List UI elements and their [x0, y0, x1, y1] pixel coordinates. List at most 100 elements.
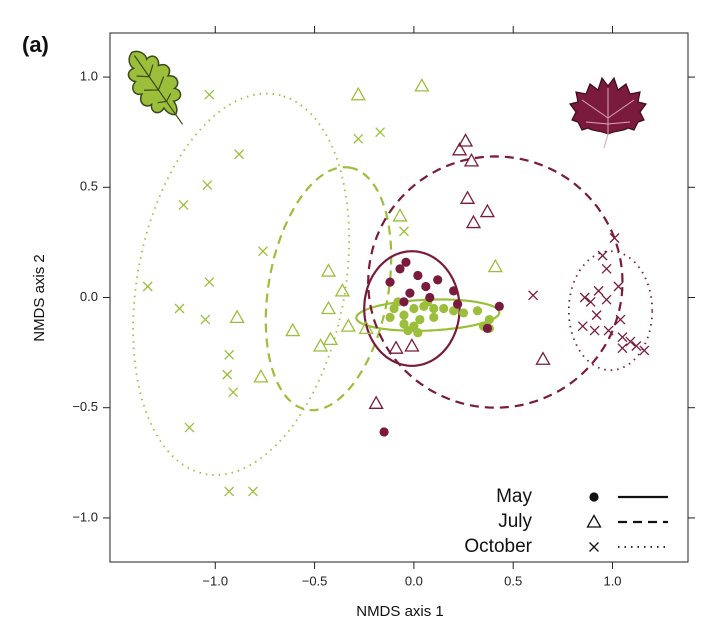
point [625, 336, 636, 347]
point [395, 264, 405, 274]
y-tick-label: 1.0 [80, 69, 98, 84]
point [375, 127, 386, 138]
point [601, 263, 612, 274]
point [613, 281, 624, 292]
y-axis-label: NMDS axis 2 [31, 254, 48, 342]
point [479, 203, 496, 218]
point [404, 338, 420, 352]
point [463, 153, 480, 167]
point [425, 292, 435, 303]
point [368, 395, 384, 409]
point [459, 190, 476, 204]
point [403, 325, 413, 336]
legend-label: July [498, 511, 532, 532]
point [593, 285, 604, 296]
point [617, 332, 628, 343]
point [585, 296, 596, 307]
point [320, 300, 337, 315]
point [224, 349, 235, 360]
point [228, 387, 239, 398]
point [589, 325, 600, 336]
point [334, 283, 351, 297]
point [414, 78, 430, 92]
point [482, 323, 492, 333]
point [379, 427, 389, 437]
ellipse [363, 250, 461, 367]
point [535, 351, 551, 365]
panel-label: (a) [22, 32, 49, 57]
y-tick-label: 0.5 [80, 179, 98, 194]
x-tick-label: −0.5 [302, 573, 328, 588]
point [451, 142, 468, 156]
y-tick-label: −0.5 [72, 399, 98, 414]
point [320, 263, 337, 277]
point [399, 319, 409, 329]
x-tick-label: 0.5 [504, 573, 522, 588]
point [577, 321, 588, 332]
x-tick-label: 0.0 [405, 573, 423, 588]
point [399, 226, 409, 237]
point [312, 338, 329, 352]
point [597, 250, 608, 261]
point [253, 369, 269, 383]
legend-label: October [464, 536, 532, 557]
point [439, 303, 449, 314]
point [229, 309, 245, 323]
point [405, 288, 415, 298]
point [458, 308, 469, 318]
legend-marker [589, 492, 599, 502]
point [385, 312, 395, 322]
point [421, 281, 431, 292]
ellipse [567, 250, 654, 372]
point [413, 270, 423, 281]
point [409, 303, 419, 314]
point [603, 325, 614, 336]
point [487, 258, 503, 273]
point [528, 290, 539, 301]
point [472, 306, 483, 316]
point [494, 301, 504, 311]
x-tick-label: 1.0 [603, 573, 621, 588]
point [433, 275, 443, 285]
point [392, 208, 408, 222]
legend-marker [586, 514, 602, 528]
x-tick-label: −1.0 [202, 573, 228, 588]
legend-marker [589, 542, 599, 552]
point [389, 303, 399, 314]
point [388, 340, 404, 354]
point [399, 297, 409, 307]
point [204, 89, 215, 100]
point [601, 294, 612, 305]
point [609, 233, 620, 243]
ellipse [264, 166, 393, 412]
point [401, 257, 411, 267]
point [631, 341, 642, 351]
grape-leaf-icon [568, 76, 648, 149]
point [285, 322, 301, 337]
point [385, 277, 395, 287]
point [429, 312, 439, 322]
x-axis-label: NMDS axis 1 [356, 603, 444, 620]
point [465, 214, 482, 229]
point [413, 328, 423, 338]
point [184, 422, 195, 433]
point [452, 299, 463, 309]
oak-leaf-icon [127, 50, 184, 125]
point [234, 149, 245, 160]
ellipse [355, 298, 501, 332]
point [204, 277, 215, 288]
point [350, 86, 366, 101]
point [617, 343, 628, 354]
point [224, 486, 235, 497]
point [449, 286, 459, 296]
point [248, 486, 258, 497]
point [415, 314, 425, 325]
y-tick-label: 0.0 [80, 289, 98, 304]
point [322, 331, 339, 346]
point [639, 345, 650, 356]
point [591, 310, 602, 321]
point [353, 133, 364, 144]
point [358, 320, 374, 335]
